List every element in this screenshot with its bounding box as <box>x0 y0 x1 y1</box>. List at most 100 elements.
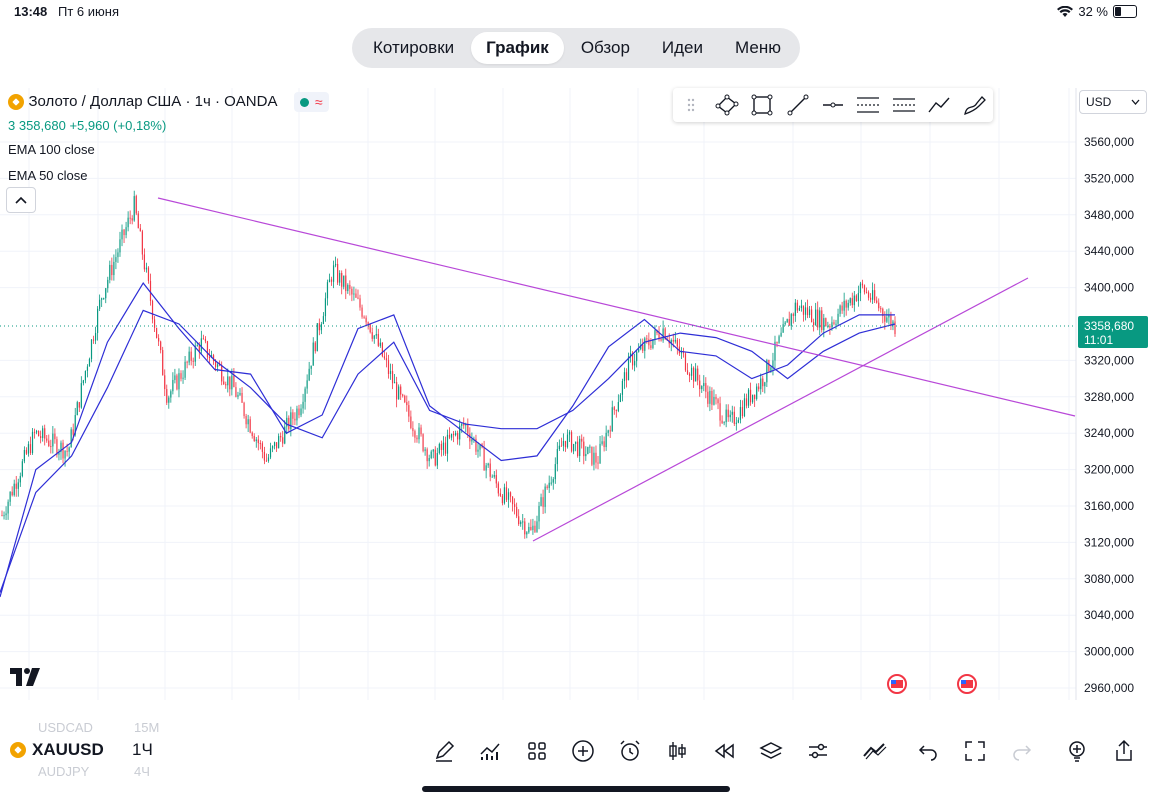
tab-ideas[interactable]: Идеи <box>661 38 704 57</box>
candle-body <box>642 344 644 351</box>
candle-body <box>452 433 455 436</box>
share-button[interactable] <box>1109 736 1139 766</box>
pitchfork-tool-icon[interactable] <box>892 92 916 118</box>
redo-button[interactable] <box>1007 736 1037 766</box>
rewind-icon <box>714 743 734 759</box>
pencil-icon <box>435 740 455 762</box>
candle-body <box>430 451 432 459</box>
candle-body <box>495 475 497 484</box>
candle-body <box>261 443 263 452</box>
rectangle-tool-icon[interactable] <box>750 92 774 118</box>
candle-body <box>660 339 662 341</box>
candle-body <box>46 438 48 441</box>
replay-button[interactable] <box>709 736 739 766</box>
chart-legend: Золото / Доллар США · 1ч · OANDA ≈ 3 358… <box>8 92 329 183</box>
drag-handle-icon[interactable] <box>679 92 703 118</box>
candle-body <box>170 391 172 398</box>
object-tree-button[interactable] <box>756 736 786 766</box>
candle-body <box>719 403 721 421</box>
candle-body <box>776 341 778 344</box>
candle-body <box>64 450 66 459</box>
candle-body <box>21 461 23 476</box>
candle-body <box>139 228 141 232</box>
add-indicator-button[interactable] <box>1062 736 1092 766</box>
drawing-pencil-button[interactable] <box>429 736 459 766</box>
ema-50-label[interactable]: EMA 50 close <box>8 168 88 183</box>
candle-body <box>164 375 166 390</box>
share-icon <box>1116 739 1132 761</box>
symbol-selector[interactable]: XAUUSD <box>10 740 104 760</box>
candle-body <box>249 419 251 433</box>
ema-100-label[interactable]: EMA 100 close <box>8 142 95 157</box>
candle-body <box>29 444 32 453</box>
candle-body <box>194 345 196 362</box>
trend-line-tool-icon[interactable] <box>785 92 809 118</box>
path-tool-icon[interactable] <box>927 92 951 118</box>
candle-body <box>695 368 697 382</box>
candle-body <box>339 272 341 283</box>
candle-body <box>391 371 394 384</box>
market-status[interactable]: ≈ <box>293 92 329 112</box>
candle-body <box>459 425 461 440</box>
collapse-legend-button[interactable] <box>6 187 36 213</box>
candle-body <box>556 449 558 465</box>
candle-body <box>278 436 280 449</box>
tab-menu[interactable]: Меню <box>735 38 781 57</box>
symbol-title[interactable]: Золото / Доллар США · 1ч · OANDA <box>28 93 278 111</box>
compare-add-button[interactable] <box>568 736 598 766</box>
layouts-button[interactable] <box>522 736 552 766</box>
tab-overview[interactable]: Обзор <box>580 38 630 57</box>
candle-body <box>428 458 430 462</box>
tab-quotes[interactable]: Котировки <box>373 38 455 57</box>
candle-body <box>764 382 766 387</box>
next-symbol-ghost: AUDJPY <box>38 764 90 779</box>
candle-body <box>505 487 508 500</box>
candle-body <box>412 427 414 432</box>
candle-body <box>839 305 841 314</box>
candle-body <box>717 399 719 404</box>
horizontal-line-tool-icon[interactable] <box>821 92 845 118</box>
timeframe-selector[interactable]: 1Ч <box>132 740 153 759</box>
candle-body <box>347 284 349 292</box>
candle-body <box>867 292 870 298</box>
undo-button[interactable] <box>913 736 943 766</box>
candle-body <box>605 432 607 448</box>
candle-body <box>375 334 377 336</box>
candle-body <box>566 434 569 448</box>
tradingview-logo-icon <box>10 668 40 686</box>
price-axis-label: 3080,000 <box>1084 572 1134 586</box>
candle-body <box>182 377 184 379</box>
candle-body <box>379 342 381 346</box>
candle-body <box>141 231 143 255</box>
candle-body <box>819 310 821 328</box>
alert-button[interactable] <box>615 736 645 766</box>
price-axis: 3560,000 3520,000 3480,000 3440,000 3400,000… <box>1084 135 1134 695</box>
fullscreen-button[interactable] <box>960 736 990 766</box>
candle-body <box>204 338 207 342</box>
status-date: Пт 6 июня <box>58 4 119 19</box>
candle-body <box>365 317 367 323</box>
candle-body <box>7 501 9 514</box>
candle-body <box>684 353 687 371</box>
fib-retracement-tool-icon[interactable] <box>856 92 880 118</box>
candle-body <box>176 375 178 390</box>
candle-body <box>715 397 717 400</box>
candle-body <box>550 482 552 484</box>
pattern-tool-icon[interactable] <box>714 92 739 118</box>
indicators-button[interactable] <box>475 736 505 766</box>
ideas-button[interactable] <box>860 736 890 766</box>
candle-body <box>414 431 416 438</box>
price-chart[interactable]: 3560,000 3520,000 3480,000 3440,000 3400,000… <box>0 88 1151 700</box>
chart-settings-button[interactable] <box>803 736 833 766</box>
candle-body <box>491 476 493 478</box>
chart-type-button[interactable] <box>662 736 692 766</box>
home-indicator <box>422 786 730 792</box>
currency-select[interactable]: USD <box>1079 90 1147 114</box>
candle-body <box>80 383 82 408</box>
tab-chart[interactable]: График <box>471 32 564 64</box>
undo-icon <box>918 745 937 761</box>
candle-body <box>135 196 137 214</box>
candle-body <box>40 436 42 439</box>
candle-body <box>377 334 379 346</box>
brush-tool-icon[interactable] <box>963 92 987 118</box>
